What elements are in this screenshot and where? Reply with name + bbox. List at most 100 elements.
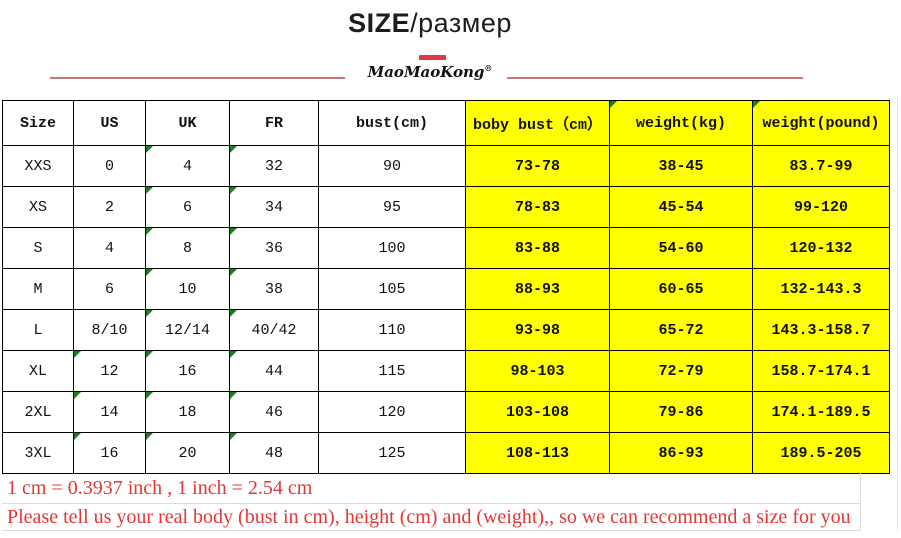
registered-mark: ®: [484, 63, 493, 73]
gridline-right: [897, 96, 898, 531]
table-cell: 54-60: [609, 227, 753, 269]
table-row: 2XL 14 18 46 120 103-108 79-86 174.1-189.5: [2, 391, 890, 433]
title-main: SIZE: [348, 8, 411, 38]
excel-marker-icon: [230, 392, 237, 399]
excel-marker-icon: [74, 433, 81, 440]
size-cell: L: [2, 309, 74, 351]
table-cell: 100: [318, 227, 466, 269]
table-cell: 79-86: [609, 391, 753, 433]
column-header: boby bust（cm）: [465, 100, 610, 146]
table-row: XL 12 16 44 115 98-103 72-79 158.7-174.1: [2, 350, 890, 392]
excel-marker-icon: [230, 187, 237, 194]
table-cell: 72-79: [609, 350, 753, 392]
table-cell: 32: [229, 145, 319, 187]
excel-marker-icon: [146, 146, 153, 153]
table-cell: 189.5-205: [752, 432, 890, 474]
table-cell: 120: [318, 391, 466, 433]
table-cell: 8: [145, 227, 230, 269]
size-cell: 2XL: [2, 391, 74, 433]
table-row: M 6 10 38 105 88-93 60-65 132-143.3: [2, 268, 890, 310]
recommendation-footnote: Please tell us your real body (bust in c…: [2, 504, 861, 531]
table-cell: 6: [145, 186, 230, 228]
table-cell: 143.3-158.7: [752, 309, 890, 351]
excel-marker-icon: [74, 351, 81, 358]
excel-marker-icon: [230, 310, 237, 317]
table-cell: 4: [145, 145, 230, 187]
table-cell: 88-93: [465, 268, 610, 310]
excel-marker-icon: [610, 101, 617, 108]
column-header: US: [73, 100, 146, 146]
column-header: bust(cm): [318, 100, 466, 146]
table-row: XS 2 6 34 95 78-83 45-54 99-120: [2, 186, 890, 228]
table-cell: 20: [145, 432, 230, 474]
size-cell: S: [2, 227, 74, 269]
table-cell: 45-54: [609, 186, 753, 228]
table-cell: 10: [145, 268, 230, 310]
title-translation: /размер: [410, 8, 512, 38]
table-row: L 8/10 12/14 40/42 110 93-98 65-72 143.3-158.7: [2, 309, 890, 351]
column-header: weight(kg): [609, 100, 753, 146]
size-chart-body: XXS 0 4 32 90 73-78 38-45 83.7-99 XS 2 6 34 95 78-83 4…: [2, 145, 890, 474]
table-cell: 158.7-174.1: [752, 350, 890, 392]
table-cell: 174.1-189.5: [752, 391, 890, 433]
table-cell: 16: [73, 432, 146, 474]
size-cell: XL: [2, 350, 74, 392]
excel-marker-icon: [146, 351, 153, 358]
table-cell: 83.7-99: [752, 145, 890, 187]
table-cell: 132-143.3: [752, 268, 890, 310]
size-chart-table: Size US UK FR bust(cm) boby bust（cm） weight(kg…: [2, 100, 890, 474]
table-cell: 78-83: [465, 186, 610, 228]
table-row: XXS 0 4 32 90 73-78 38-45 83.7-99: [2, 145, 890, 187]
brand-logo-text: MaoMaoKong: [367, 63, 485, 81]
table-cell: 6: [73, 268, 146, 310]
excel-marker-icon: [146, 433, 153, 440]
table-cell: 65-72: [609, 309, 753, 351]
page-title: SIZE/размер: [0, 8, 860, 39]
table-cell: 38-45: [609, 145, 753, 187]
size-cell: 3XL: [2, 432, 74, 474]
size-cell: M: [2, 268, 74, 310]
table-cell: 8/10: [73, 309, 146, 351]
excel-marker-icon: [230, 228, 237, 235]
size-cell: XXS: [2, 145, 74, 187]
excel-marker-icon: [146, 310, 153, 317]
brand-logo: MaoMaoKong®: [330, 63, 530, 81]
table-cell: 0: [73, 145, 146, 187]
table-cell: 90: [318, 145, 466, 187]
table-cell: 60-65: [609, 268, 753, 310]
table-cell: 95: [318, 186, 466, 228]
excel-marker-icon: [146, 187, 153, 194]
excel-marker-icon: [74, 392, 81, 399]
table-cell: 86-93: [609, 432, 753, 474]
table-cell: 93-98: [465, 309, 610, 351]
table-cell: 36: [229, 227, 319, 269]
excel-marker-icon: [230, 433, 237, 440]
left-divider-line: [50, 77, 345, 79]
table-cell: 44: [229, 350, 319, 392]
red-dash: [419, 55, 446, 60]
table-cell: 16: [145, 350, 230, 392]
table-cell: 38: [229, 268, 319, 310]
table-cell: 99-120: [752, 186, 890, 228]
right-divider-line: [507, 77, 803, 79]
table-cell: 98-103: [465, 350, 610, 392]
table-cell: 110: [318, 309, 466, 351]
excel-marker-icon: [230, 146, 237, 153]
table-cell: 40/42: [229, 309, 319, 351]
table-cell: 34: [229, 186, 319, 228]
table-cell: 4: [73, 227, 146, 269]
table-cell: 14: [73, 391, 146, 433]
table-cell: 120-132: [752, 227, 890, 269]
size-cell: XS: [2, 186, 74, 228]
excel-marker-icon: [230, 351, 237, 358]
table-cell: 18: [145, 391, 230, 433]
table-row: S 4 8 36 100 83-88 54-60 120-132: [2, 227, 890, 269]
excel-marker-icon: [146, 228, 153, 235]
table-cell: 108-113: [465, 432, 610, 474]
excel-marker-icon: [230, 269, 237, 276]
column-header: Size: [2, 100, 74, 146]
table-cell: 12/14: [145, 309, 230, 351]
table-cell: 12: [73, 350, 146, 392]
column-header: FR: [229, 100, 319, 146]
